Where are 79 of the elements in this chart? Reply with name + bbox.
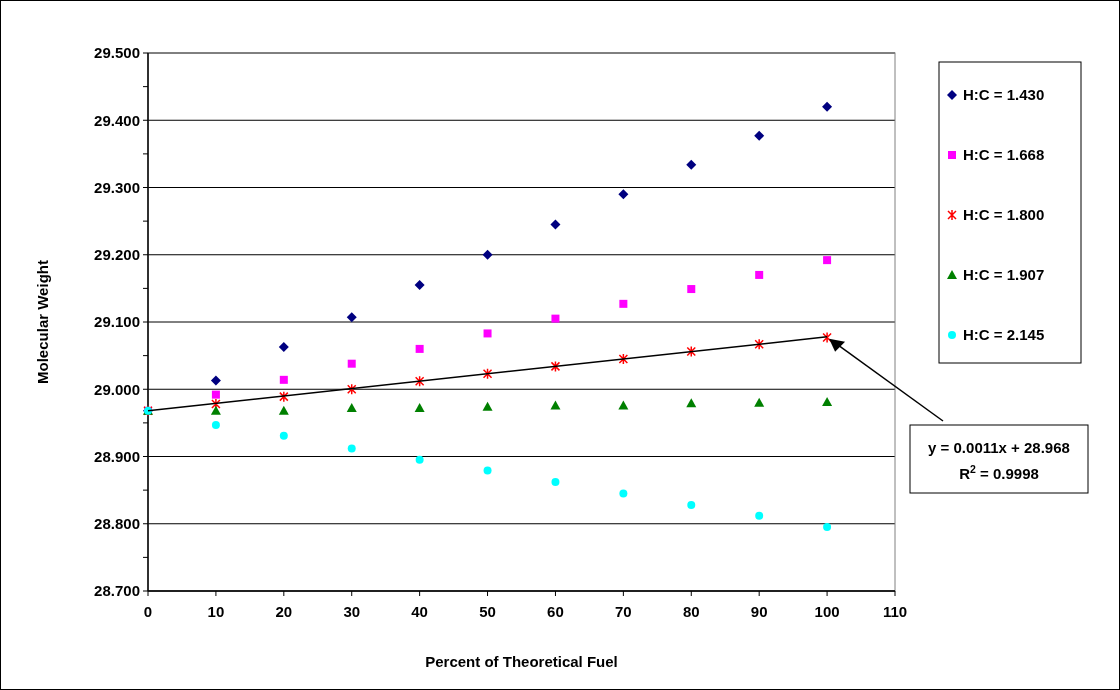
- point: [754, 130, 765, 141]
- point: [822, 397, 833, 407]
- point: [211, 398, 221, 410]
- point: [619, 489, 628, 498]
- point: [346, 383, 357, 395]
- x-tick-label: 110: [882, 603, 908, 620]
- point: [415, 455, 424, 464]
- x-tick-label: 70: [615, 603, 632, 620]
- legend-label: H:C = 1.907: [963, 266, 1045, 284]
- x-tick-label: 40: [411, 603, 428, 620]
- y-tick-label: 29.000: [94, 380, 140, 398]
- point: [619, 299, 628, 308]
- point: [414, 375, 425, 387]
- y-tick-label: 28.700: [94, 582, 140, 600]
- x-tick-label: 50: [479, 603, 496, 620]
- x-tick-label: 60: [547, 603, 564, 620]
- x-tick-label: 20: [275, 603, 293, 620]
- y-tick-label: 29.500: [94, 44, 140, 62]
- point: [687, 500, 696, 509]
- point: [279, 390, 289, 403]
- point: [550, 360, 561, 373]
- legend-label: H:C = 1.668: [963, 146, 1045, 164]
- point: [211, 390, 220, 399]
- x-tick-label: 0: [143, 603, 153, 620]
- point: [347, 444, 356, 453]
- y-tick-label: 29.400: [94, 111, 140, 129]
- y-tick-label: 28.800: [94, 515, 140, 532]
- x-tick-label: 80: [682, 603, 700, 620]
- legend-label: H:C = 1.800: [963, 206, 1045, 224]
- point: [618, 189, 629, 200]
- y-tick-label: 29.300: [94, 178, 140, 196]
- point: [210, 375, 221, 386]
- point: [483, 466, 492, 475]
- x-tick-label: 30: [343, 603, 361, 620]
- point: [415, 344, 424, 353]
- y-tick-label: 28.900: [94, 447, 140, 465]
- point: [346, 403, 357, 413]
- point: [414, 280, 425, 291]
- point: [482, 368, 493, 380]
- legend-label: H:C = 2.145: [963, 326, 1045, 344]
- point: [414, 403, 425, 413]
- y-tick-label: 29.200: [94, 246, 140, 263]
- point: [346, 312, 357, 323]
- point: [551, 314, 560, 323]
- x-tick-label: 90: [750, 603, 768, 620]
- point: [686, 398, 697, 408]
- point: [822, 101, 833, 112]
- point: [618, 400, 629, 410]
- point: [210, 405, 221, 415]
- point: [279, 431, 288, 440]
- point: [211, 420, 220, 429]
- legend-label: H:C = 1.430: [963, 86, 1045, 104]
- point: [482, 249, 493, 260]
- x-axis-title: Percent of Theoretical Fuel: [425, 653, 618, 670]
- point: [278, 405, 289, 415]
- point: [550, 219, 561, 230]
- point: [618, 353, 629, 365]
- point: [278, 341, 289, 352]
- point: [754, 338, 764, 350]
- point: [483, 329, 492, 338]
- y-tick-label: 29.100: [94, 313, 140, 331]
- point: [550, 400, 561, 410]
- point: [754, 397, 765, 407]
- y-axis-title: Molecular Weight: [34, 260, 51, 384]
- text: y = 0.0011x + 28.968 R$^{2}$ = 0.9998: [928, 439, 1070, 482]
- x-tick-label: 10: [207, 603, 225, 620]
- point: [482, 401, 493, 411]
- point: [755, 511, 764, 520]
- point: [686, 345, 697, 358]
- point: [687, 285, 696, 294]
- point: [823, 256, 832, 265]
- point: [822, 331, 832, 344]
- point: [279, 375, 288, 384]
- point: [823, 523, 832, 532]
- point: [686, 159, 697, 170]
- point: [551, 478, 560, 487]
- x-tick-label: 100: [814, 603, 840, 620]
- point: [755, 270, 764, 279]
- point: [347, 359, 356, 368]
